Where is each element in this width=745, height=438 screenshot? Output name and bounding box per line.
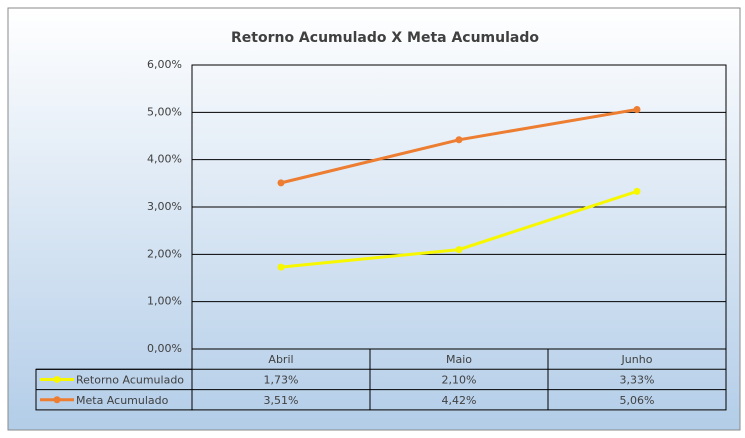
chart-title: Retorno Acumulado X Meta Acumulado xyxy=(231,30,539,46)
y-tick-label: 3,00% xyxy=(147,200,182,213)
x-tick-label: Junho xyxy=(621,353,653,366)
point xyxy=(633,105,641,113)
point xyxy=(455,136,463,144)
legend-marker xyxy=(53,375,61,383)
point xyxy=(455,246,463,254)
table-value: 5,06% xyxy=(620,394,655,407)
table-value: 1,73% xyxy=(264,373,299,386)
table-value: 3,51% xyxy=(264,394,299,407)
table-value: 3,33% xyxy=(620,373,655,386)
x-tick-label: Maio xyxy=(446,353,472,366)
y-tick-label: 0,00% xyxy=(147,342,182,355)
legend-label: Retorno Acumulado xyxy=(76,373,184,386)
y-tick-label: 5,00% xyxy=(147,105,182,118)
y-tick-label: 2,00% xyxy=(147,247,182,260)
legend-marker xyxy=(53,396,61,404)
point xyxy=(633,187,641,195)
point xyxy=(277,179,285,187)
point xyxy=(277,263,285,271)
x-tick-label: Abril xyxy=(268,353,293,366)
table-value: 2,10% xyxy=(442,373,477,386)
y-tick-label: 4,00% xyxy=(147,153,182,166)
y-tick-label: 1,00% xyxy=(147,295,182,308)
chart-frame xyxy=(7,7,741,431)
legend-label: Meta Acumulado xyxy=(76,394,169,407)
y-tick-label: 6,00% xyxy=(147,58,182,71)
table-value: 4,42% xyxy=(442,394,477,407)
